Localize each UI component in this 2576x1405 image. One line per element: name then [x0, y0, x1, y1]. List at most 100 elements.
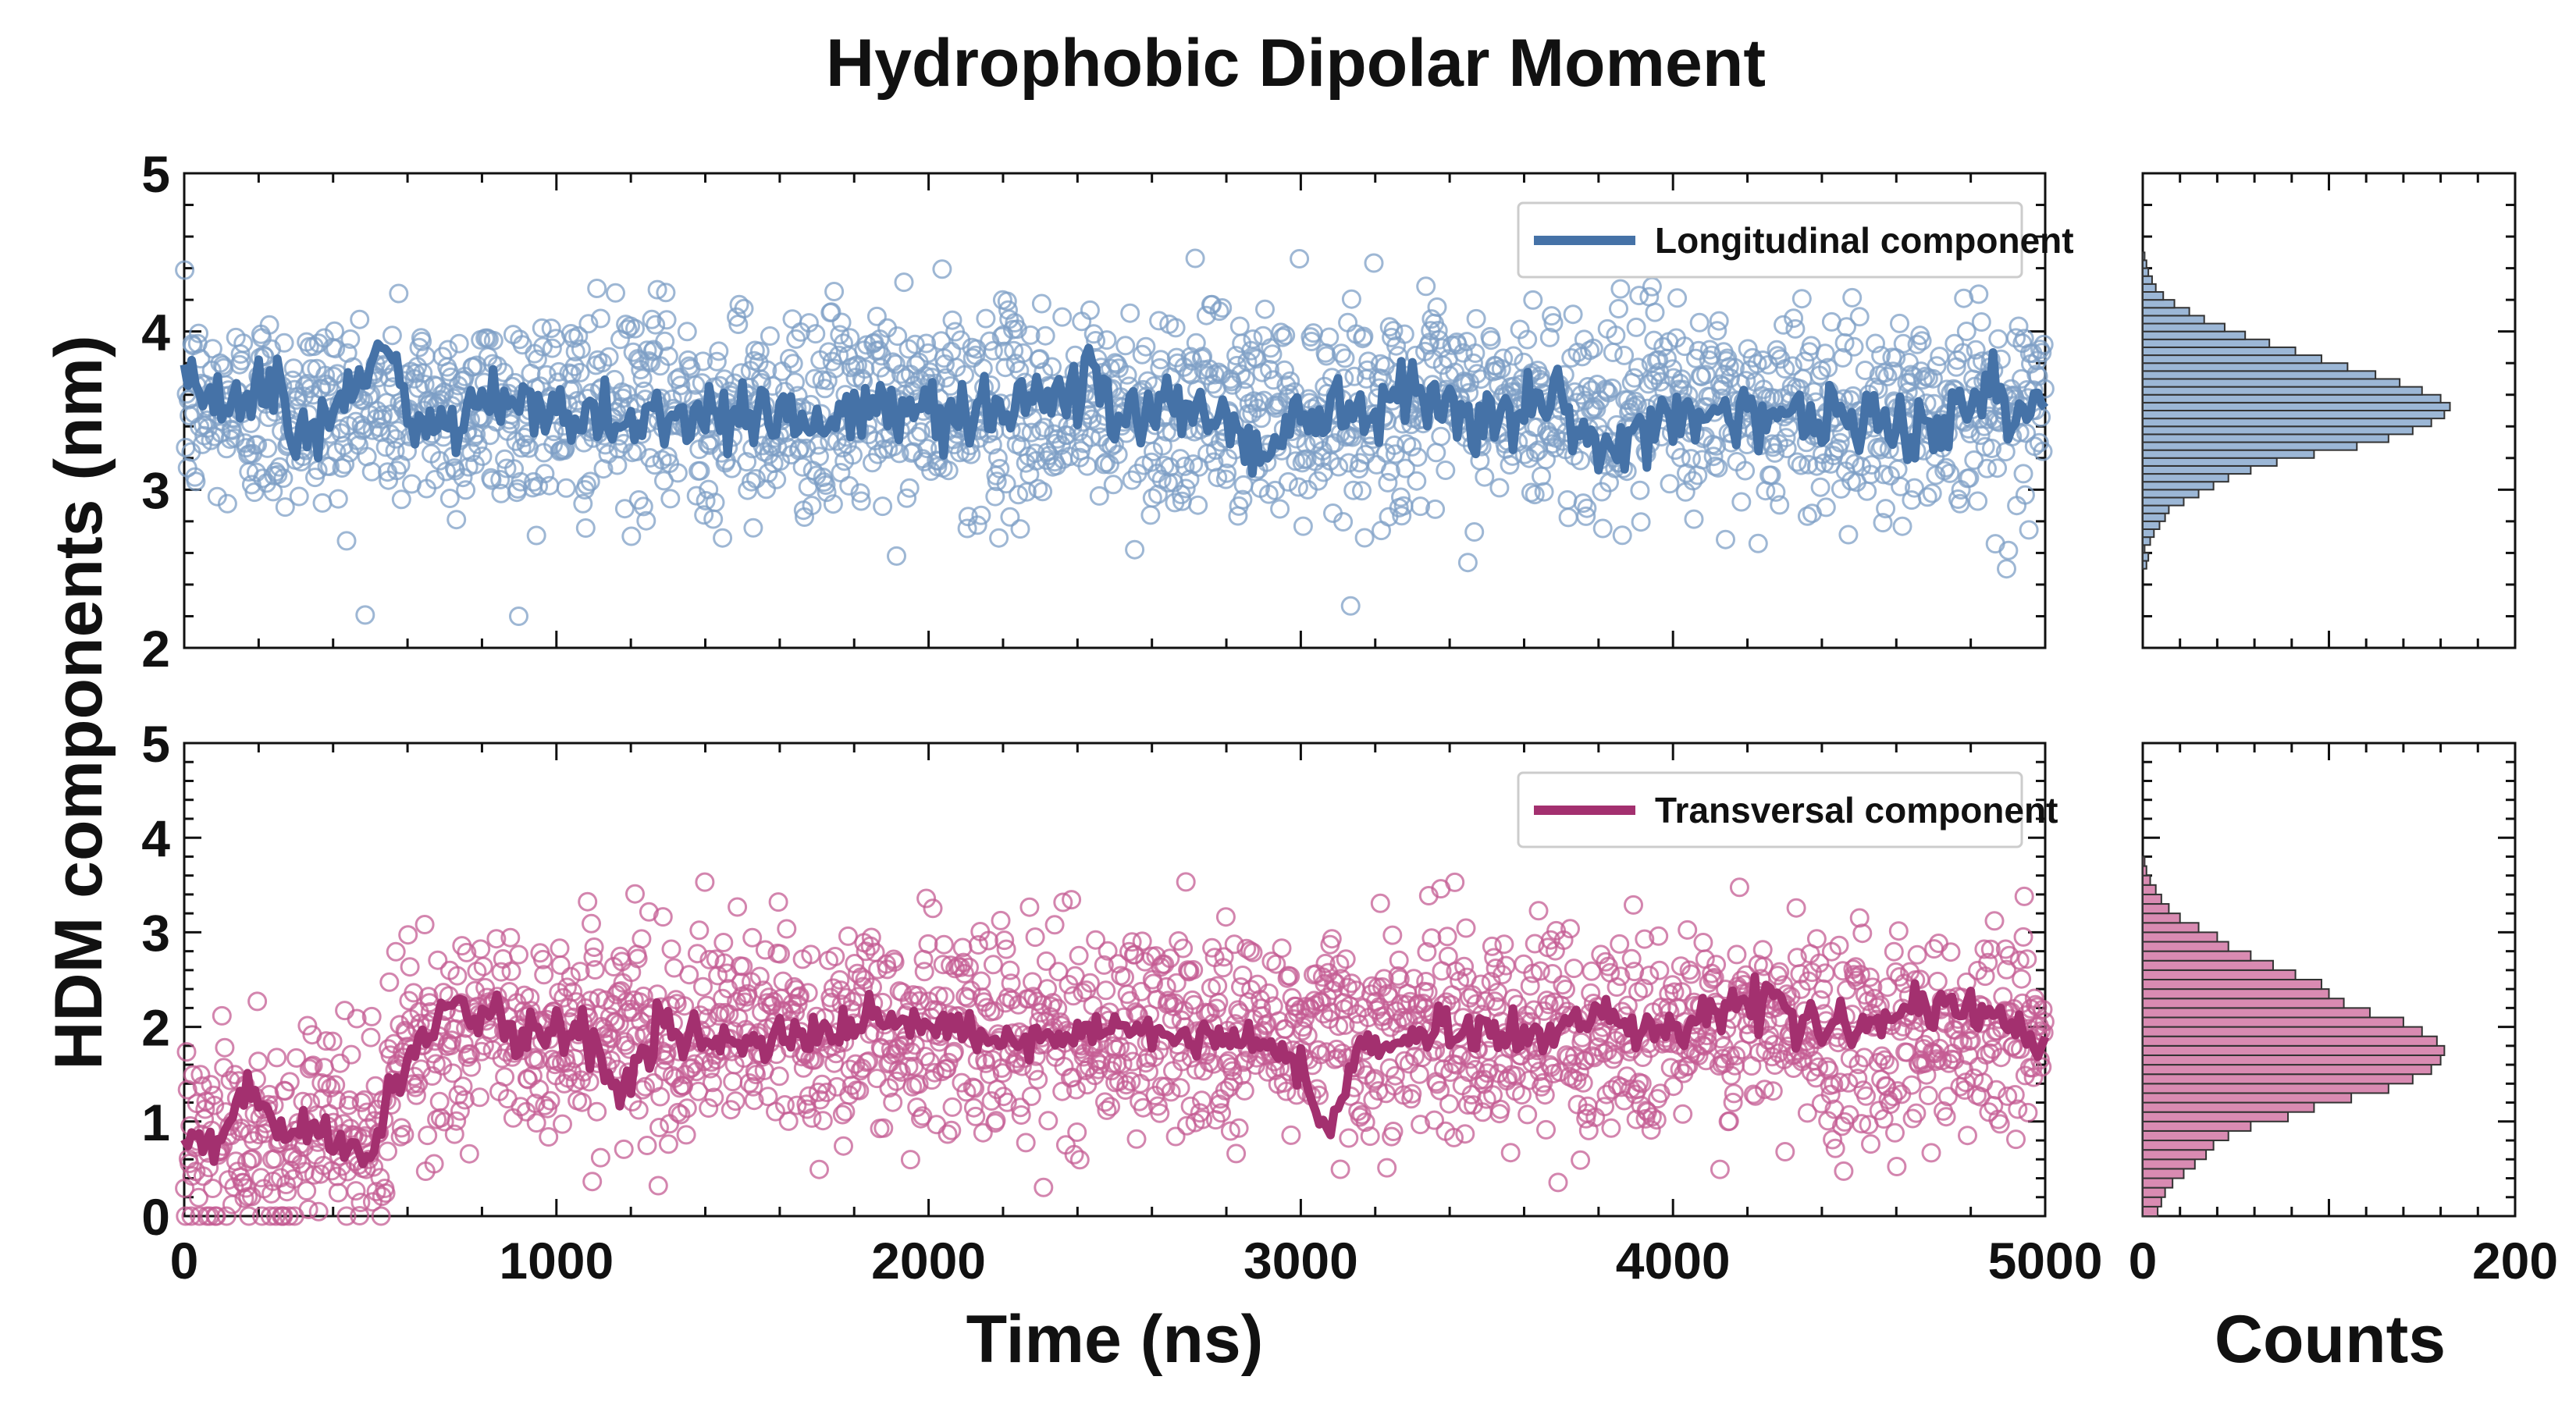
- scatter-point: [326, 1075, 346, 1095]
- scatter-point: [1528, 901, 1549, 921]
- histogram-bar: [2142, 473, 2229, 483]
- longitudinal-histogram-panel: [2141, 172, 2517, 649]
- scatter-point: [1921, 1143, 1941, 1163]
- scatter-point: [790, 986, 809, 1006]
- scatter-point: [535, 1095, 555, 1115]
- scatter-point: [1220, 1121, 1240, 1141]
- scatter-point: [1861, 464, 1880, 485]
- scatter-point: [1493, 348, 1514, 368]
- scatter-point: [1411, 1115, 1431, 1135]
- scatter-point: [175, 260, 195, 280]
- scatter-point: [1147, 484, 1168, 504]
- scatter-point: [1500, 455, 1520, 475]
- scatter-point: [1086, 930, 1106, 950]
- scatter-point: [1917, 487, 1937, 507]
- scatter-point: [578, 891, 598, 912]
- scatter-point: [394, 1125, 415, 1144]
- scatter-point: [860, 936, 881, 956]
- scatter-point: [769, 1066, 789, 1087]
- scatter-point: [1064, 1144, 1084, 1165]
- scatter-point: [468, 434, 488, 454]
- scatter-point: [1706, 436, 1727, 456]
- scatter-point: [1520, 976, 1540, 996]
- scatter-point: [885, 354, 906, 374]
- scatter-point: [1689, 312, 1710, 333]
- scatter-point: [580, 991, 600, 1011]
- scatter-point: [805, 368, 825, 389]
- scatter-point: [1583, 338, 1603, 358]
- scatter-point: [1672, 369, 1692, 389]
- scatter-point: [444, 1124, 464, 1144]
- histogram-bar: [2142, 251, 2146, 261]
- scatter-point: [557, 977, 577, 998]
- scatter-point: [1086, 331, 1106, 350]
- scatter-point: [1163, 1061, 1183, 1081]
- scatter-point: [279, 1072, 300, 1092]
- scatter-point: [1988, 329, 2008, 349]
- scatter-point: [1465, 343, 1485, 363]
- scatter-point: [564, 357, 585, 377]
- scatter-point: [1849, 908, 1870, 928]
- scatter-point: [725, 1091, 745, 1112]
- scatter-point: [742, 927, 763, 948]
- histogram-bar: [2142, 433, 2389, 443]
- x-axis-label: Time (ns): [966, 1302, 1264, 1377]
- scatter-point: [1770, 962, 1790, 982]
- scatter-point: [1667, 288, 1688, 308]
- scatter-point: [1421, 309, 1442, 329]
- scatter-point: [1916, 1065, 1937, 1085]
- scatter-point: [1281, 1125, 1301, 1145]
- scatter-point: [767, 469, 787, 489]
- scatter-point: [405, 1077, 425, 1097]
- scatter-point: [859, 1051, 879, 1071]
- scatter-point: [1763, 1081, 1783, 1101]
- scatter-point: [1857, 481, 1877, 501]
- scatter-point: [1098, 941, 1118, 961]
- histogram-bar: [2142, 393, 2442, 404]
- scatter-point: [1290, 249, 1310, 269]
- scatter-point: [1929, 934, 1948, 953]
- scatter-point: [1052, 307, 1073, 327]
- scatter-point: [1617, 995, 1638, 1016]
- scatter-point: [396, 1023, 416, 1043]
- scatter-point: [1703, 969, 1723, 989]
- scatter-point: [1663, 1076, 1684, 1097]
- scatter-point: [647, 279, 667, 300]
- scatter-point: [1873, 513, 1893, 533]
- scatter-point: [1155, 1076, 1176, 1097]
- scatter-point: [1224, 934, 1244, 955]
- scatter-point: [983, 340, 1003, 361]
- scatter-point: [1573, 1072, 1593, 1093]
- scatter-point: [1514, 444, 1535, 464]
- scatter-point: [217, 493, 237, 514]
- scatter-point: [1514, 954, 1534, 974]
- legend: Transversal component: [1517, 771, 2058, 848]
- scatter-point: [371, 1206, 391, 1226]
- scatter-point: [899, 478, 920, 498]
- scatter-point: [966, 1106, 986, 1126]
- scatter-point: [1603, 343, 1623, 362]
- scatter-point: [884, 952, 905, 972]
- scatter-point: [1209, 301, 1229, 322]
- scatter-point: [449, 333, 469, 354]
- scatter-point: [1033, 482, 1053, 502]
- scatter-point: [1149, 311, 1169, 331]
- scatter-point: [1634, 978, 1654, 998]
- histogram-bar: [2142, 378, 2401, 388]
- scatter-point: [1459, 382, 1479, 403]
- scatter-point: [500, 927, 521, 948]
- scatter-point: [176, 1206, 196, 1226]
- scatter-point: [1592, 518, 1613, 539]
- histogram-bar: [2142, 362, 2349, 372]
- scatter-point: [1316, 346, 1336, 366]
- scatter-point: [1261, 951, 1282, 972]
- scatter-point: [350, 1206, 370, 1225]
- scatter-point: [1877, 1076, 1897, 1097]
- scatter-point: [1982, 439, 2001, 458]
- scatter-point: [699, 1098, 719, 1118]
- scatter-point: [608, 439, 628, 459]
- x-tick-label: 2000: [871, 1232, 986, 1289]
- scatter-point: [197, 410, 217, 430]
- scatter-point: [821, 302, 841, 322]
- scatter-point: [386, 941, 406, 962]
